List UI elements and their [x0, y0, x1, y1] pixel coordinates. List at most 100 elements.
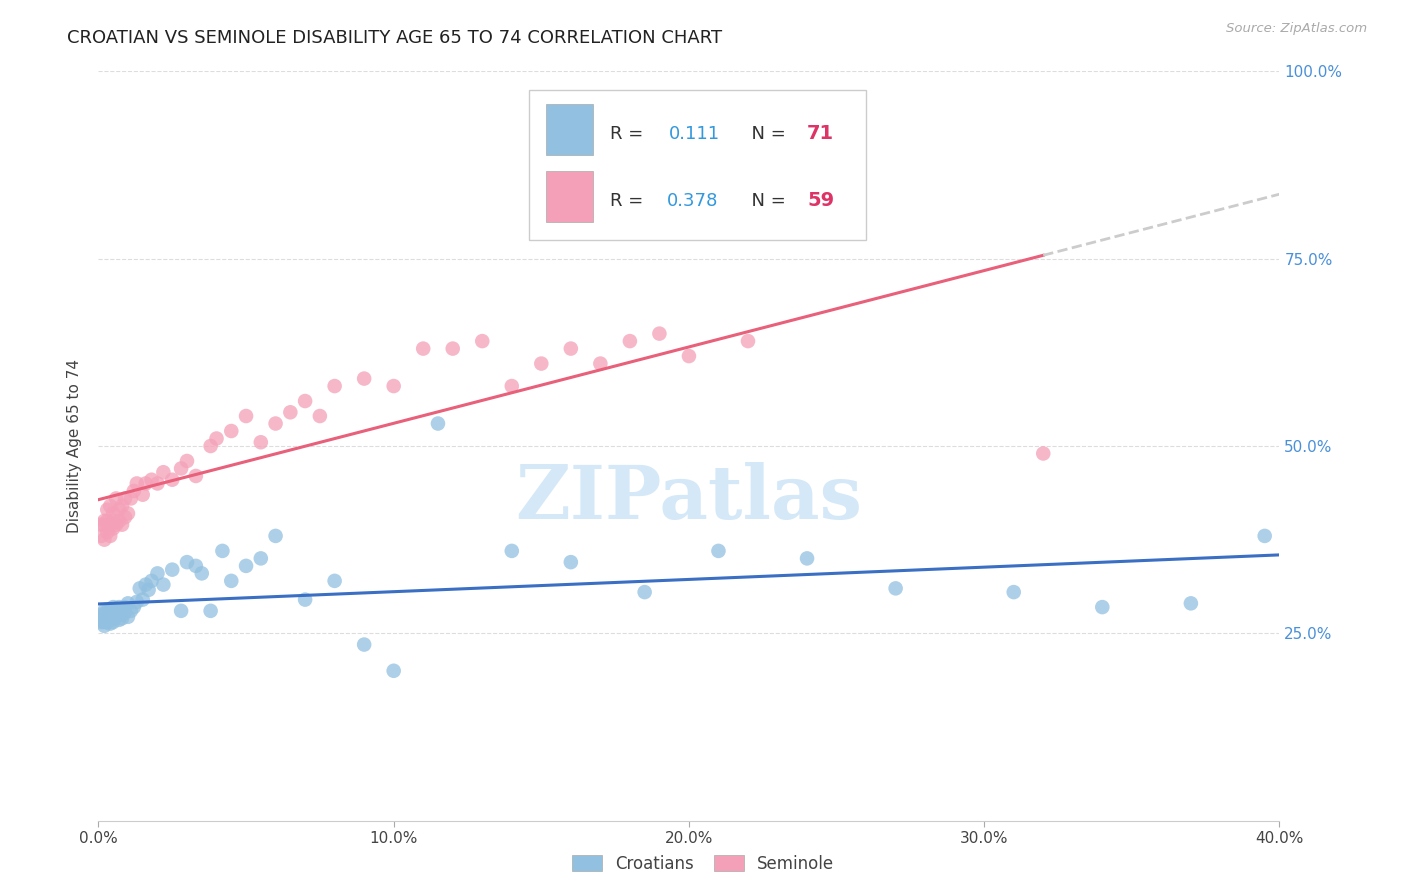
Point [560, 342, 582, 356]
Point [96, 607, 118, 622]
Point [250, 435, 273, 450]
Point [108, 613, 131, 627]
Point [412, 342, 434, 356]
Point [441, 342, 464, 356]
Point [128, 582, 150, 596]
Text: CROATIAN VS SEMINOLE DISABILITY AGE 65 TO 74 CORRELATION CHART: CROATIAN VS SEMINOLE DISABILITY AGE 65 T… [67, 29, 723, 46]
Point [1254, 529, 1277, 543]
Point [93, 607, 115, 622]
Point [501, 379, 523, 393]
Point [205, 432, 228, 446]
Point [120, 604, 142, 618]
Point [884, 582, 907, 596]
Point [93, 619, 115, 633]
Point [103, 507, 125, 521]
Point [90, 607, 112, 622]
Point [96, 502, 118, 516]
Text: R =: R = [610, 125, 648, 143]
Point [353, 371, 375, 385]
Point [98, 517, 121, 532]
Text: N =: N = [740, 192, 792, 210]
Point [98, 607, 121, 622]
Point [141, 473, 163, 487]
Point [200, 439, 222, 453]
Point [191, 566, 214, 581]
Point [90, 517, 112, 532]
Point [111, 607, 134, 622]
Point [122, 483, 145, 498]
Point [309, 409, 332, 423]
Point [235, 558, 257, 573]
Point [103, 611, 125, 625]
Point [96, 525, 118, 540]
Point [737, 334, 759, 348]
Point [560, 555, 582, 569]
Point [323, 379, 346, 393]
Point [200, 604, 222, 618]
FancyBboxPatch shape [530, 90, 866, 240]
Point [108, 600, 131, 615]
Point [796, 551, 818, 566]
Point [132, 488, 155, 502]
Point [108, 514, 131, 528]
Point [135, 476, 157, 491]
Point [114, 491, 136, 506]
Point [98, 604, 121, 618]
Point [93, 604, 115, 618]
Point [103, 605, 125, 619]
Point [471, 334, 494, 348]
Point [176, 555, 198, 569]
Point [211, 544, 233, 558]
Point [96, 615, 118, 629]
Point [1002, 585, 1025, 599]
Point [280, 405, 302, 419]
Point [103, 521, 125, 535]
Point [96, 514, 118, 528]
Point [530, 357, 553, 371]
Point [138, 582, 160, 597]
Point [1180, 596, 1202, 610]
Point [264, 417, 287, 431]
Point [250, 551, 273, 566]
Point [98, 499, 121, 513]
Point [634, 585, 657, 599]
Point [589, 357, 612, 371]
Point [108, 502, 131, 516]
Point [170, 604, 193, 618]
Point [1091, 600, 1114, 615]
Point [90, 611, 112, 625]
Point [146, 476, 169, 491]
Point [125, 476, 148, 491]
Point [122, 600, 145, 615]
Point [93, 514, 115, 528]
Text: R =: R = [610, 192, 648, 210]
Point [221, 574, 243, 588]
Text: N =: N = [740, 125, 792, 143]
Point [125, 595, 148, 609]
Point [111, 604, 134, 618]
Point [96, 611, 118, 625]
Point [146, 566, 169, 581]
Point [323, 574, 346, 588]
Point [162, 563, 183, 577]
Point [98, 529, 121, 543]
Point [264, 529, 287, 543]
Point [114, 510, 136, 524]
Point [294, 394, 316, 409]
Text: 59: 59 [807, 192, 834, 211]
Point [170, 461, 193, 475]
Point [103, 600, 125, 615]
FancyBboxPatch shape [546, 171, 593, 222]
Point [96, 611, 118, 625]
Point [184, 469, 207, 483]
Point [501, 544, 523, 558]
Text: 71: 71 [807, 124, 834, 143]
Point [117, 610, 139, 624]
Point [114, 600, 136, 615]
Point [678, 349, 700, 363]
FancyBboxPatch shape [546, 103, 593, 154]
Text: 0.111: 0.111 [669, 125, 720, 143]
Point [120, 491, 142, 506]
Text: ZIPatlas: ZIPatlas [516, 462, 862, 535]
Point [141, 574, 163, 588]
